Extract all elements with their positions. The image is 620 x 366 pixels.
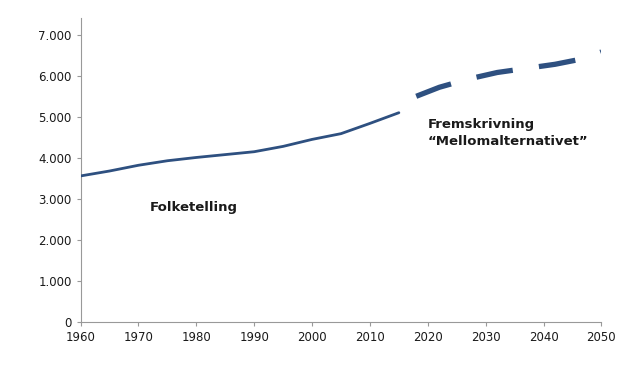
Text: Folketelling: Folketelling	[150, 201, 238, 214]
Text: Fremskrivning
“Mellomalternativet”: Fremskrivning “Mellomalternativet”	[428, 118, 588, 148]
